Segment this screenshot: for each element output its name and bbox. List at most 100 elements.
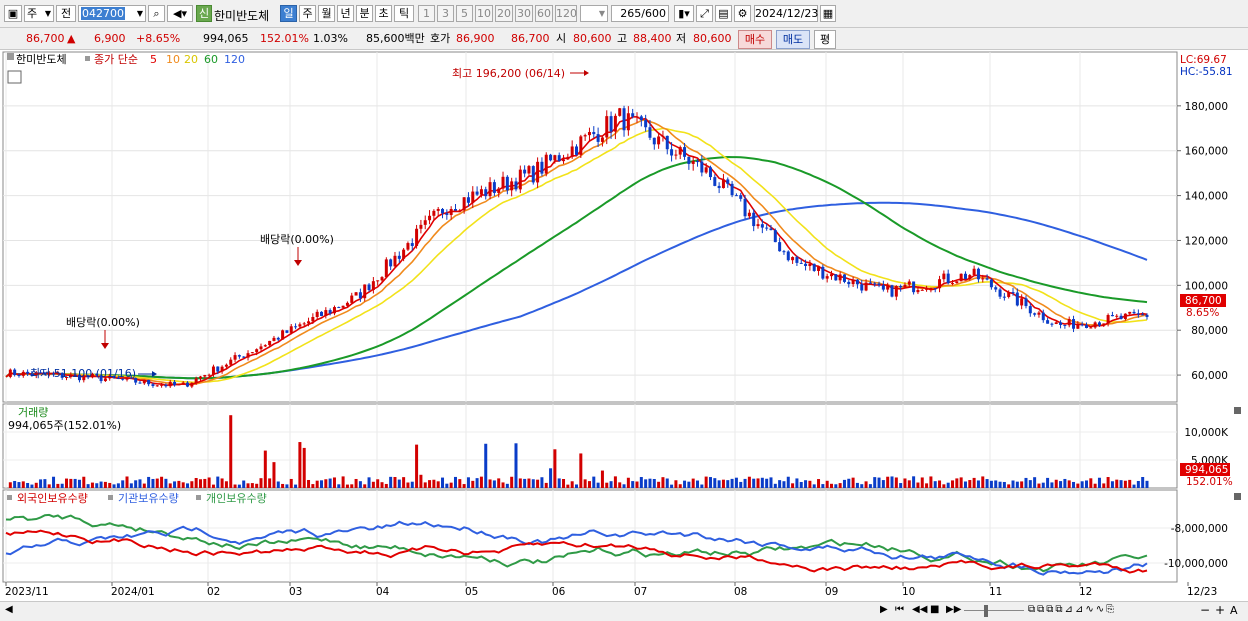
volume-bar: [726, 480, 730, 488]
zoom-slider-handle[interactable]: [984, 605, 988, 617]
volume-bar: [536, 479, 540, 488]
investor-axis: -8,000,000 -10,000,000: [1164, 523, 1228, 570]
candle-body: [1024, 298, 1028, 307]
date-tick-label: 12/23: [1187, 586, 1217, 598]
search-icon[interactable]: ⌕: [148, 5, 165, 22]
volume-bar: [190, 481, 194, 488]
volume-bar: [488, 479, 492, 488]
volume-bar: [307, 479, 311, 488]
chart-tools-icon[interactable]: ⧉⧉⧉⧉⊿⊿∿∿⎘: [1028, 604, 1117, 615]
interval-60[interactable]: 60: [535, 5, 553, 22]
candle-body: [1097, 322, 1101, 326]
volume-bar: [69, 478, 73, 488]
tab-period-minute[interactable]: 분: [356, 5, 373, 22]
tab-period-day[interactable]: 일: [280, 5, 297, 22]
tab-period-tick[interactable]: 틱: [394, 5, 414, 22]
text-tool-icon[interactable]: A: [1230, 604, 1238, 617]
volume-bar: [52, 476, 56, 488]
candle-body: [657, 136, 661, 145]
volume-bar: [661, 477, 665, 488]
interval-20[interactable]: 20: [495, 5, 513, 22]
volume-bar: [587, 481, 591, 488]
date-input[interactable]: 2024/12/23: [754, 5, 819, 22]
candle-body: [730, 183, 734, 196]
close-icon[interactable]: [1234, 407, 1241, 414]
stop-icon[interactable]: ■: [930, 604, 940, 615]
interval-5[interactable]: 5: [456, 5, 473, 22]
tab-period-year[interactable]: 년: [337, 5, 354, 22]
volume-bar: [337, 484, 341, 488]
volume-pane[interactable]: [2, 403, 1178, 489]
candle-type-icon[interactable]: ▮▾: [674, 5, 694, 22]
sell-button[interactable]: 매도: [776, 30, 810, 49]
first-page-icon[interactable]: ⏮: [895, 604, 904, 615]
low-price: 80,600: [693, 32, 732, 45]
date-tick-label: 2023/11: [5, 586, 49, 598]
last-page-icon[interactable]: ▶▶: [946, 604, 962, 615]
volume-bar: [1037, 483, 1041, 488]
calendar-icon[interactable]: ▦: [820, 5, 836, 22]
interval-select[interactable]: ▼: [580, 5, 608, 22]
zoom-in-icon[interactable]: +: [1215, 603, 1226, 617]
bid-label: 호가: [430, 32, 451, 45]
eval-button[interactable]: 평: [814, 30, 836, 49]
candle-body: [1059, 322, 1063, 325]
prev-page-icon[interactable]: ◀◀: [912, 604, 928, 615]
volume-bar: [635, 481, 639, 488]
tab-period-second[interactable]: 초: [375, 5, 392, 22]
chart-scroll-bar[interactable]: ◀ ▶ ⏮ ◀◀ ■ ▶▶ ⧉⧉⧉⧉⊿⊿∿∿⎘ − + A: [0, 601, 1248, 621]
candle-body: [613, 115, 617, 132]
zoom-track[interactable]: [964, 610, 1024, 611]
window-menu-icon[interactable]: ▣: [4, 5, 22, 22]
legend-ma120: 120: [224, 53, 245, 66]
scroll-left-icon[interactable]: ◀: [5, 604, 13, 615]
candle-body: [972, 268, 976, 276]
save-icon[interactable]: ▤: [715, 5, 732, 22]
ma-legend-icon: [85, 56, 90, 61]
interval-120[interactable]: 120: [555, 5, 577, 22]
candle-body: [402, 249, 406, 259]
volume-bar: [1050, 482, 1054, 488]
candle-body: [717, 185, 721, 189]
stock-code-input[interactable]: 042700 ▼: [78, 5, 146, 22]
volume-bar: [194, 477, 198, 488]
close-icon[interactable]: [1234, 493, 1241, 500]
candle-body: [713, 177, 717, 186]
interval-3[interactable]: 3: [437, 5, 454, 22]
candle-body: [410, 243, 414, 246]
table-icon[interactable]: [7, 70, 22, 84]
volume-bar: [60, 483, 64, 488]
investor-pane[interactable]: [2, 489, 1178, 583]
buy-button[interactable]: 매수: [738, 30, 772, 49]
candle-body: [1093, 322, 1097, 328]
prev-button[interactable]: 전: [56, 5, 76, 22]
candle-body: [734, 195, 738, 197]
candle-body: [708, 167, 712, 178]
tab-period-month[interactable]: 월: [318, 5, 335, 22]
investor-lines: [5, 513, 1148, 576]
speaker-icon[interactable]: ◀▾: [167, 5, 193, 22]
gear-icon[interactable]: ⚙: [734, 5, 751, 22]
chart-menu-icon[interactable]: [7, 53, 14, 60]
volume-bar: [315, 480, 319, 488]
interval-10[interactable]: 10: [475, 5, 493, 22]
tab-period-week[interactable]: 주: [299, 5, 316, 22]
count-input[interactable]: 265/600: [611, 5, 669, 22]
volume-bar: [268, 478, 272, 488]
interval-30[interactable]: 30: [515, 5, 533, 22]
draw-tools-icon[interactable]: ⤢: [696, 5, 713, 22]
interval-1[interactable]: 1: [418, 5, 435, 22]
candle-body: [453, 208, 457, 211]
candle-body: [557, 155, 561, 162]
volume-bar: [233, 484, 237, 488]
volume-bar: [847, 478, 851, 488]
scroll-right-icon[interactable]: ▶: [880, 604, 888, 615]
volume-bar: [492, 480, 496, 488]
candle-body: [155, 385, 159, 387]
price-pane[interactable]: [2, 51, 1178, 403]
market-select[interactable]: 주 ▼: [24, 5, 54, 22]
stock-chart[interactable]: 한미반도체 종가 단순 5 10 20 60 120 LC:69.67 HC:-…: [0, 50, 1248, 601]
zoom-out-icon[interactable]: −: [1200, 603, 1211, 617]
candle-body: [683, 147, 687, 157]
current-price: 86,700: [26, 32, 65, 45]
